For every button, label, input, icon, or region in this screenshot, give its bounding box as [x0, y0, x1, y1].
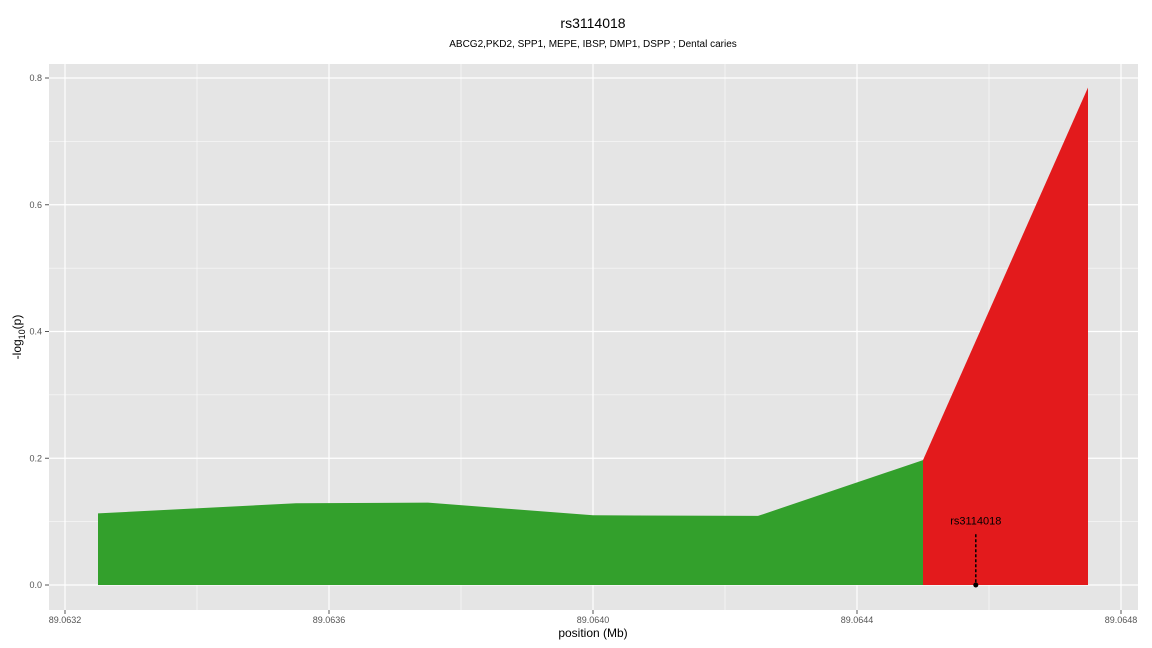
y-axis: 0.0 0.2 0.4 0.6 0.8 [29, 73, 49, 590]
y-axis-title: -log10(p) [10, 315, 27, 360]
area-series-1 [923, 87, 1088, 585]
y-tick-label: 0.4 [29, 327, 42, 337]
snp-annotation: rs3114018 [950, 515, 1001, 588]
x-tick-label: 89.0648 [1105, 615, 1138, 625]
x-tick-label: 89.0636 [313, 615, 346, 625]
area-series-0 [98, 460, 923, 585]
chart-title: rs3114018 [560, 15, 625, 31]
y-tick-label: 0.2 [29, 453, 42, 463]
y-tick-label: 0.6 [29, 200, 42, 210]
x-tick-label: 89.0644 [841, 615, 874, 625]
chart-subtitle: ABCG2,PKD2, SPP1, MEPE, IBSP, DMP1, DSPP… [449, 39, 737, 50]
x-axis-title: position (Mb) [558, 626, 627, 640]
annotation-point [973, 582, 979, 588]
y-tick-label: 0.0 [29, 580, 42, 590]
y-axis-title-end: (p) [10, 315, 24, 330]
x-tick-label: 89.0632 [49, 615, 82, 625]
x-axis: 89.0632 89.0636 89.0640 89.0644 89.0648 [49, 610, 1138, 625]
y-axis-title-main: -log [10, 339, 24, 359]
y-axis-title-subscript: 10 [17, 329, 27, 339]
y-tick-label: 0.8 [29, 73, 42, 83]
annotation-label: rs3114018 [950, 515, 1001, 527]
data-areas [98, 87, 1088, 585]
x-tick-label: 89.0640 [577, 615, 610, 625]
